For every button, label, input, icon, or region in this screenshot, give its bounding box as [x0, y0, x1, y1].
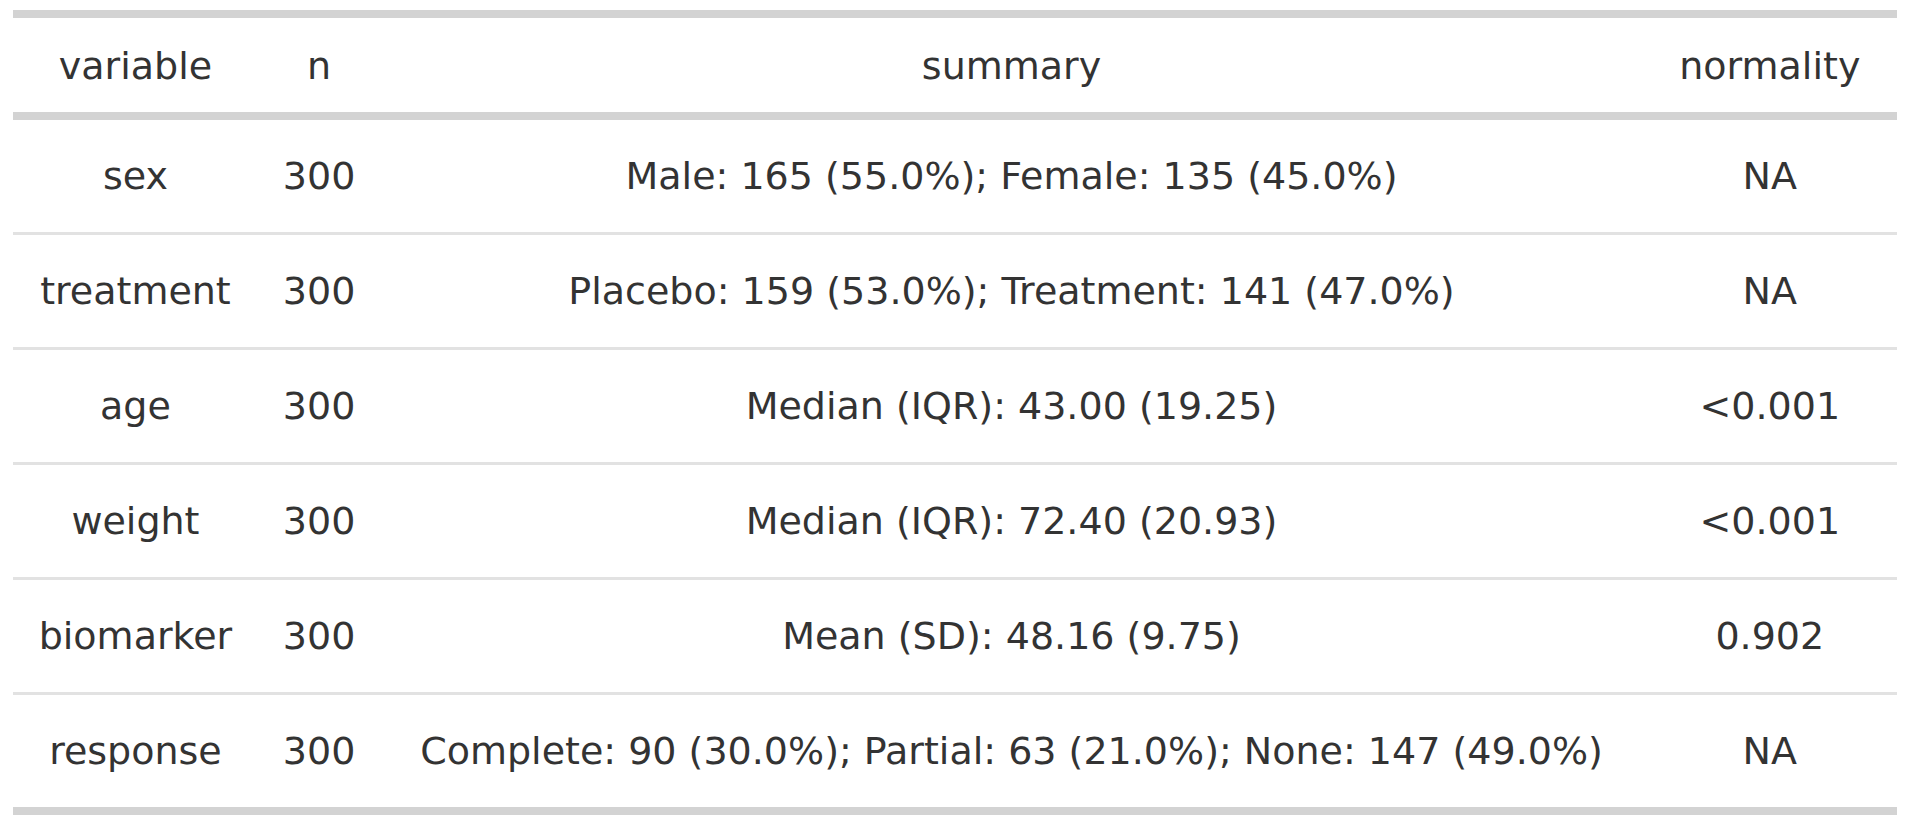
cell-normality: NA: [1643, 694, 1897, 812]
cell-n: 300: [258, 694, 380, 812]
cell-variable: sex: [13, 116, 258, 234]
cell-n: 300: [258, 349, 380, 464]
summary-table: variable n summary normality sex300Male:…: [13, 10, 1897, 815]
cell-variable: treatment: [13, 234, 258, 349]
cell-summary: Mean (SD): 48.16 (9.75): [380, 579, 1642, 694]
column-header-n: n: [258, 14, 380, 116]
table-row: biomarker300Mean (SD): 48.16 (9.75)0.902: [13, 579, 1897, 694]
cell-summary: Male: 165 (55.0%); Female: 135 (45.0%): [380, 116, 1642, 234]
table-container: variable n summary normality sex300Male:…: [13, 10, 1897, 815]
cell-normality: 0.902: [1643, 579, 1897, 694]
cell-n: 300: [258, 579, 380, 694]
cell-variable: weight: [13, 464, 258, 579]
table-row: treatment300Placebo: 159 (53.0%); Treatm…: [13, 234, 1897, 349]
cell-normality: <0.001: [1643, 349, 1897, 464]
cell-n: 300: [258, 234, 380, 349]
table-row: age300Median (IQR): 43.00 (19.25)<0.001: [13, 349, 1897, 464]
cell-variable: biomarker: [13, 579, 258, 694]
cell-normality: NA: [1643, 234, 1897, 349]
cell-normality: NA: [1643, 116, 1897, 234]
table-row: weight300Median (IQR): 72.40 (20.93)<0.0…: [13, 464, 1897, 579]
cell-variable: age: [13, 349, 258, 464]
column-header-normality: normality: [1643, 14, 1897, 116]
header-row: variable n summary normality: [13, 14, 1897, 116]
cell-normality: <0.001: [1643, 464, 1897, 579]
table-body: sex300Male: 165 (55.0%); Female: 135 (45…: [13, 116, 1897, 811]
cell-n: 300: [258, 464, 380, 579]
table-row: response300Complete: 90 (30.0%); Partial…: [13, 694, 1897, 812]
cell-n: 300: [258, 116, 380, 234]
table-header: variable n summary normality: [13, 14, 1897, 116]
cell-summary: Median (IQR): 72.40 (20.93): [380, 464, 1642, 579]
cell-variable: response: [13, 694, 258, 812]
column-header-summary: summary: [380, 14, 1642, 116]
column-header-variable: variable: [13, 14, 258, 116]
cell-summary: Placebo: 159 (53.0%); Treatment: 141 (47…: [380, 234, 1642, 349]
cell-summary: Median (IQR): 43.00 (19.25): [380, 349, 1642, 464]
cell-summary: Complete: 90 (30.0%); Partial: 63 (21.0%…: [380, 694, 1642, 812]
table-row: sex300Male: 165 (55.0%); Female: 135 (45…: [13, 116, 1897, 234]
